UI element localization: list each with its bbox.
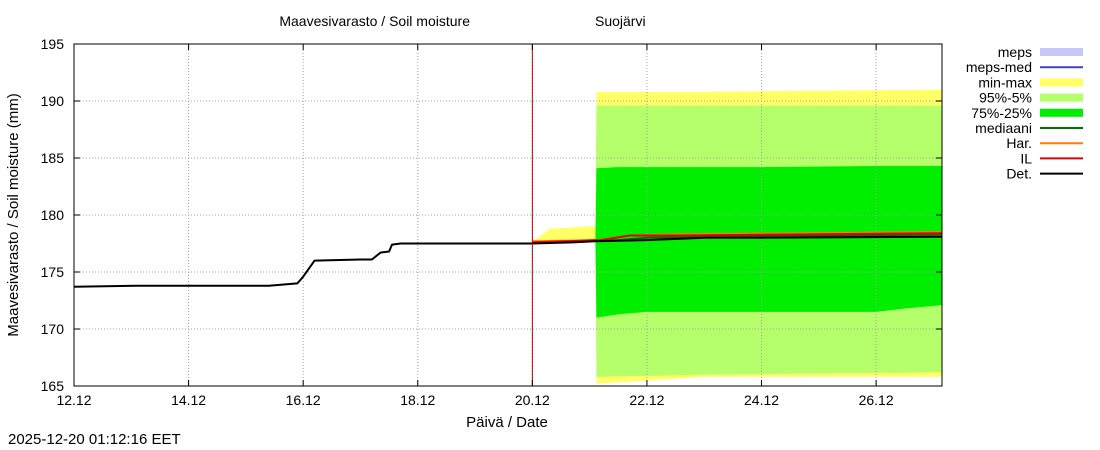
band-75-25 [532,166,942,318]
legend-label-minmax: min-max [978,74,1032,90]
x-tick-label: 26.12 [859,392,894,408]
legend: mepsmeps-medmin-max95%-5%75%-25%mediaani… [966,44,1083,182]
legend-label-p75_25: 75%-25% [971,105,1032,121]
x-tick-label: 18.12 [400,392,435,408]
chart-title: Maavesivarasto / Soil moisture [279,13,470,29]
x-tick-label: 14.12 [171,392,206,408]
legend-swatch-meps [1040,48,1083,56]
y-tick-label: 190 [41,93,65,109]
y-tick-label: 185 [41,150,65,166]
y-axis-label: Maavesivarasto / Soil moisture (mm) [5,93,22,336]
det-forecast-line [532,235,943,245]
legend-label-p95_5: 95%-5% [979,90,1032,106]
legend-swatch-p75_25 [1040,108,1083,117]
x-tick-label: 12.12 [56,392,91,408]
grid-lines [74,44,942,386]
y-tick-label: 180 [41,207,65,223]
y-tick-label: 175 [41,264,65,280]
axis-ticks: 165 170 175 180 185 190 195 12.12 14.12 16.12 18.1… [41,36,942,408]
legend-swatch-minmax [1040,78,1083,87]
legend-label-det: Det. [1006,166,1032,182]
legend-label-har: Har. [1006,135,1032,151]
timestamp: 2025-12-20 01:12:16 EET [8,431,181,448]
legend-label-il: IL [1020,150,1032,166]
y-tick-label: 195 [41,36,65,52]
series-lines [73,231,943,288]
legend-label-mediaani: mediaani [975,120,1032,136]
x-tick-label: 22.12 [629,392,664,408]
y-tick-label: 165 [41,378,65,394]
legend-label-meps: meps [998,44,1032,60]
il-line [532,232,943,244]
y-tick-label: 170 [41,321,65,337]
legend-swatch-p95_5 [1040,93,1083,102]
det-observed-line [73,242,533,288]
x-tick-label: 16.12 [286,392,321,408]
legend-label-meps_med: meps-med [966,59,1032,75]
x-tick-label: 20.12 [515,392,550,408]
station-name: Suojärvi [595,13,646,29]
forecast-bands [532,89,942,384]
x-tick-label: 24.12 [744,392,779,408]
x-axis-label: Päivä / Date [466,414,548,431]
